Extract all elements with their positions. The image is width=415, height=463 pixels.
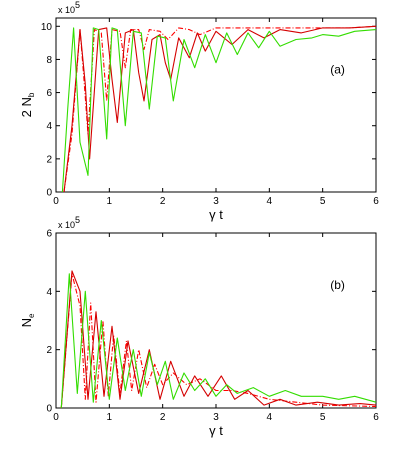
- x-tick-label: 4: [267, 196, 273, 207]
- x-tick-label: 4: [267, 412, 273, 423]
- y-axis-label-main: 2 N: [19, 97, 34, 117]
- series-line-3: [61, 27, 377, 193]
- y-tick-label: 0: [46, 404, 52, 415]
- y-exponent-label: x 10: [58, 220, 75, 230]
- x-tick-label: 3: [213, 196, 219, 207]
- y-exponent-power: 5: [75, 215, 80, 225]
- x-tick-label: 5: [320, 412, 326, 423]
- y-tick-label: 2: [46, 154, 52, 165]
- x-tick-label: 0: [53, 412, 59, 423]
- x-tick-label: 3: [213, 412, 219, 423]
- x-tick-label: 1: [107, 196, 113, 207]
- y-tick-label: 2: [46, 345, 52, 356]
- x-tick-label: 2: [160, 196, 166, 207]
- y-tick-label: 4: [46, 121, 52, 132]
- y-axis-label-subscript: e: [27, 313, 36, 318]
- y-tick-label: 10: [41, 22, 53, 33]
- y-tick-label: 4: [46, 287, 52, 298]
- y-tick-label: 6: [46, 88, 52, 99]
- series-line-2: [60, 270, 377, 409]
- y-tick-label: 0: [46, 188, 52, 199]
- panel-label: (a): [330, 63, 345, 77]
- y-axis-label: 2 Nb: [19, 92, 36, 117]
- x-tick-label: 6: [373, 196, 379, 207]
- y-tick-label: 8: [46, 55, 52, 66]
- y-axis-label-main: N: [19, 318, 34, 327]
- series-line-2: [63, 25, 377, 193]
- x-axis-label: γ t: [209, 423, 223, 438]
- x-axis-label: γ t: [209, 207, 223, 222]
- y-axis-label: Ne: [19, 313, 36, 327]
- x-tick-label: 0: [53, 196, 59, 207]
- series-line-3: [60, 273, 377, 409]
- y-tick-label: 6: [46, 229, 52, 240]
- y-exponent-label: x 10: [58, 5, 75, 15]
- plot-frame: [55, 232, 377, 409]
- x-tick-label: 6: [373, 412, 379, 423]
- panel-label: (b): [330, 278, 345, 292]
- y-exponent-power: 5: [75, 0, 80, 10]
- x-tick-label: 5: [320, 196, 326, 207]
- x-tick-label: 1: [107, 412, 113, 423]
- series-line-1: [63, 25, 377, 193]
- y-axis-label-subscript: b: [27, 92, 36, 97]
- x-tick-label: 2: [160, 412, 166, 423]
